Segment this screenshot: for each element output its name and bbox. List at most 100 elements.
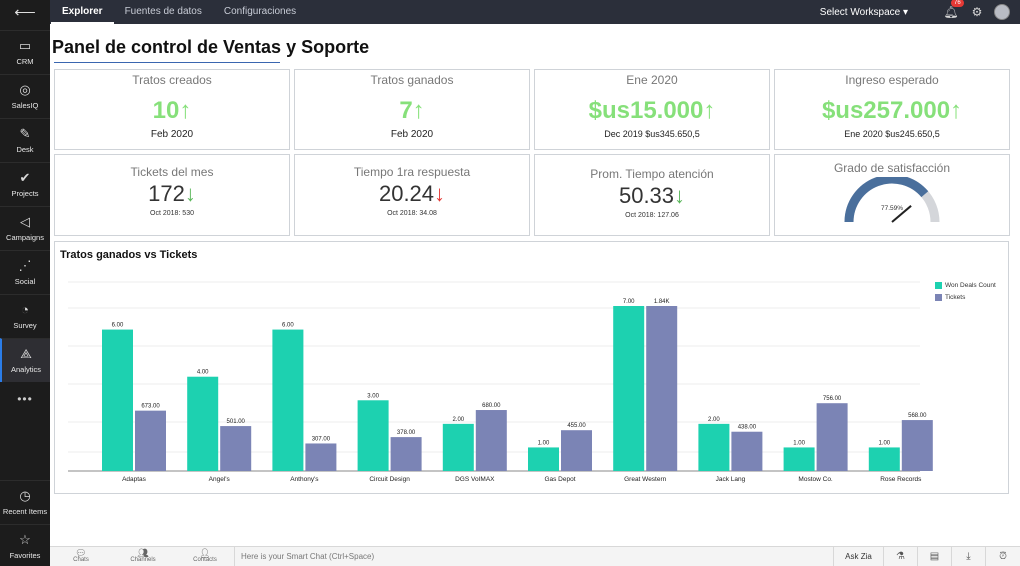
- zia-icon[interactable]: ⚗: [884, 546, 918, 566]
- data-label: 673.00: [141, 404, 160, 410]
- sidebar-item-label: Survey: [13, 321, 37, 330]
- bar-tickets[interactable]: [646, 306, 678, 471]
- data-label: 1.84K: [654, 299, 670, 305]
- chat-icon: 💬︎: [75, 547, 87, 558]
- bar-won-deals[interactable]: [102, 329, 133, 471]
- sidebar-item-survey[interactable]: ◔ Survey: [0, 294, 50, 338]
- legend-item-won[interactable]: Won Deals Count: [935, 282, 996, 289]
- data-label: 455.00: [567, 423, 586, 429]
- sidebar-item-label: Campaigns: [6, 233, 44, 242]
- workspace-selector[interactable]: Select Workspace ▾: [819, 6, 908, 18]
- sidebar-item-desk[interactable]: ✎ Desk: [0, 118, 50, 162]
- sidebar-item-label: Analytics: [10, 365, 41, 374]
- bar-tickets[interactable]: [390, 437, 422, 471]
- sidebar-item-analytics[interactable]: ⟁ Analytics: [0, 338, 50, 382]
- gear-icon[interactable]: ⚙: [971, 5, 983, 19]
- bottom-bar: 💬︎ Chats 👥︎ Channels 👤︎ Contacts Here is yo…: [50, 546, 1020, 566]
- sidebar-item-salesiq[interactable]: ◎ SalesIQ: [0, 74, 50, 118]
- chart-title: Tratos ganados vs Tickets: [60, 249, 198, 261]
- x-tick-label: Jack Lang: [716, 476, 746, 483]
- contacts-button[interactable]: 👤︎ Contacts: [174, 547, 236, 564]
- avatar[interactable]: [994, 4, 1010, 20]
- sidebar-item-recent[interactable]: ◷ Recent Items: [0, 480, 50, 524]
- x-tick-label: Circuit Design: [369, 476, 410, 483]
- alarm-icon[interactable]: ⏰︎: [999, 550, 1007, 562]
- arrow-left-icon[interactable]: ⟵: [14, 4, 36, 21]
- kpi-card-ene-2020[interactable]: Ene 2020 $us15.000↑ Dec 2019 $us345.650,…: [534, 69, 770, 150]
- data-label: 501.00: [227, 419, 246, 425]
- bar-won-deals[interactable]: [783, 447, 815, 471]
- download-icon[interactable]: ⤓: [952, 546, 986, 566]
- contacts-icon: 👤︎: [199, 547, 211, 558]
- legend-swatch: [935, 282, 942, 289]
- arrow-down-icon: ↓: [674, 183, 686, 208]
- tab-configuraciones[interactable]: Configuraciones: [223, 6, 297, 17]
- megaphone-icon: ◁: [20, 214, 30, 229]
- bar-won-deals[interactable]: [357, 400, 389, 471]
- page-title: Panel de control de Ventas y Soporte: [52, 37, 370, 57]
- data-label: 2.00: [452, 417, 464, 423]
- bar-tickets[interactable]: [816, 403, 848, 471]
- kpi-title: Tickets del mes: [130, 165, 214, 179]
- bar-won-deals[interactable]: [187, 376, 219, 471]
- bar-won-deals[interactable]: [868, 447, 900, 471]
- app-sidebar: ⟵ ▭ CRM ◎ SalesIQ ✎ Desk ✔ Projects ◁ Ca…: [0, 0, 50, 566]
- tab-fuentes-de-datos[interactable]: Fuentes de datos: [124, 6, 202, 17]
- kpi-card-tiempo-respuesta[interactable]: Tiempo 1ra respuesta 20.24↓ Oct 2018: 34…: [294, 154, 530, 236]
- bar-tickets[interactable]: [561, 430, 592, 471]
- x-tick-label: Angel's: [209, 476, 231, 483]
- top-nav: Explorer Fuentes de datos Configuracione…: [50, 0, 1020, 24]
- sidebar-item-crm[interactable]: ▭ CRM: [0, 30, 50, 74]
- bar-tickets[interactable]: [135, 410, 166, 471]
- kpi-card-tratos-creados[interactable]: Tratos creados 10↑ Feb 2020: [54, 69, 290, 150]
- bar-tickets[interactable]: [901, 420, 933, 471]
- smart-chat-input[interactable]: Here is your Smart Chat (Ctrl+Space): [234, 546, 834, 566]
- kpi-card-satisfaccion[interactable]: Grado de satisfacción 77.59%: [774, 154, 1010, 236]
- clock-icon: ◷: [19, 488, 31, 503]
- sidebar-item-projects[interactable]: ✔ Projects: [0, 162, 50, 206]
- channels-button[interactable]: 👥︎ Channels: [112, 548, 174, 564]
- gauge-fill: [844, 174, 929, 223]
- bar-won-deals[interactable]: [698, 423, 730, 471]
- data-label: 756.00: [823, 396, 842, 402]
- x-tick-label: Great Western: [624, 476, 667, 483]
- salesiq-icon: ◎: [19, 82, 31, 97]
- kpi-value: 50.33↓: [618, 183, 686, 208]
- bar-tickets[interactable]: [731, 431, 763, 471]
- sidebar-item-label: Favorites: [9, 551, 41, 560]
- bar-won-deals[interactable]: [528, 447, 559, 471]
- kpi-title: Ingreso esperado: [845, 73, 939, 87]
- gauge-needle: [891, 205, 912, 223]
- data-label: 1.00: [878, 440, 890, 446]
- sidebar-item-favorites[interactable]: ☆ Favorites: [0, 524, 50, 566]
- kpi-card-tiempo-atencion[interactable]: Prom. Tiempo atención 50.33↓ Oct 2018: 1…: [534, 154, 770, 236]
- sidebar-item-social[interactable]: ⋰ Social: [0, 250, 50, 294]
- bell-icon[interactable]: 🔔︎ 76: [938, 0, 964, 19]
- notification-badge: 76: [951, 0, 964, 7]
- data-label: 4.00: [197, 370, 209, 376]
- bar-won-deals[interactable]: [613, 306, 645, 471]
- kpi-card-ingreso-esperado[interactable]: Ingreso esperado $us257.000↑ Ene 2020 $u…: [774, 69, 1010, 150]
- data-label: 6.00: [112, 323, 124, 329]
- ask-zia-button[interactable]: Ask Zia: [834, 546, 884, 566]
- document-icon[interactable]: ▤: [918, 546, 952, 566]
- tab-explorer[interactable]: Explorer: [51, 0, 114, 24]
- legend-item-tickets[interactable]: Tickets: [935, 294, 996, 301]
- satisfaction-gauge: 77.59%: [844, 174, 940, 223]
- bar-tickets[interactable]: [305, 443, 337, 471]
- kpi-value: 7↑: [399, 97, 425, 124]
- dashboard-main: Panel de control de Ventas y Soporte Tra…: [50, 24, 1020, 546]
- bar-tickets[interactable]: [475, 410, 507, 471]
- kpi-card-tickets-del-mes[interactable]: Tickets del mes 172↓ Oct 2018: 530: [54, 154, 290, 236]
- chats-button[interactable]: 💬︎ Chats: [50, 547, 112, 564]
- kpi-card-tratos-ganados[interactable]: Tratos ganados 7↑ Feb 2020: [294, 69, 530, 150]
- sidebar-item-campaigns[interactable]: ◁ Campaigns: [0, 206, 50, 250]
- chart-card: Tratos ganados vs Tickets 6.00 673.00 Adap…: [54, 241, 1009, 494]
- bar-won-deals[interactable]: [442, 423, 474, 471]
- survey-icon: ◔: [21, 302, 29, 317]
- more-icon[interactable]: •••: [17, 392, 33, 406]
- bar-tickets[interactable]: [220, 426, 252, 471]
- bar-won-deals[interactable]: [272, 329, 304, 471]
- sidebar-item-label: Desk: [16, 145, 34, 154]
- data-label: 307.00: [312, 436, 331, 442]
